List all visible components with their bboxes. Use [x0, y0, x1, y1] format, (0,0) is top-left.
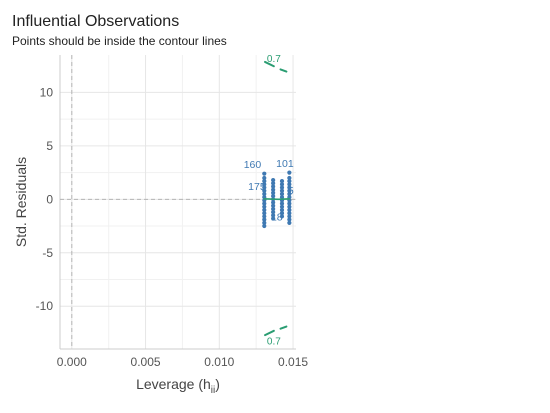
- x-tick-label: 0.010: [204, 355, 234, 369]
- point-label: 101: [276, 158, 294, 170]
- loess-line: [263, 197, 291, 201]
- data-point: [262, 171, 267, 176]
- data-point: [262, 220, 267, 225]
- y-tick-label: -10: [36, 299, 54, 313]
- x-tick-label: 0.000: [57, 355, 87, 369]
- data-point: [279, 204, 285, 209]
- data-point: [279, 214, 285, 219]
- data-point: [262, 207, 267, 213]
- contour-segment: [279, 68, 288, 73]
- data-point: [271, 177, 276, 183]
- x-tick-label: 0.015: [278, 355, 308, 369]
- data-point: [279, 191, 285, 197]
- point-label: 5: [288, 185, 294, 197]
- data-point: [287, 214, 292, 219]
- chart-subtitle: Points should be inside the contour line…: [12, 34, 227, 48]
- tick-labels: 0.000 0.005 0.010 0.015 -10 -5 0 5 10: [36, 85, 309, 369]
- data-point: [271, 210, 276, 215]
- point-label: 160: [244, 159, 262, 171]
- data-points: [262, 170, 292, 229]
- data-point: [287, 179, 292, 184]
- data-point: [271, 206, 276, 212]
- data-point: [287, 170, 292, 175]
- data-point: [262, 182, 267, 187]
- data-point: [287, 204, 292, 209]
- data-point: [287, 182, 292, 187]
- data-point: [287, 217, 292, 222]
- data-point: [271, 187, 276, 192]
- contour-segment: [264, 329, 275, 337]
- data-point: [287, 191, 292, 197]
- contour-segment: [279, 325, 288, 330]
- data-point: [287, 220, 292, 225]
- data-point: [262, 175, 267, 181]
- x-axis-label-subscript: ii: [211, 385, 215, 396]
- data-point: [279, 195, 285, 200]
- data-point: [287, 207, 292, 213]
- chart-title: Influential Observations: [12, 13, 179, 30]
- data-point: [262, 191, 267, 197]
- data-point: [262, 201, 267, 206]
- reference-lines: [60, 55, 296, 349]
- data-point: [279, 188, 285, 193]
- point-label: 18: [271, 211, 283, 223]
- data-point: [271, 216, 276, 221]
- data-point: [279, 185, 285, 190]
- y-tick-label: 5: [46, 139, 53, 153]
- data-point: [271, 200, 276, 205]
- data-point: [271, 194, 276, 199]
- point-label: 175: [248, 181, 266, 193]
- data-point: [262, 188, 267, 193]
- data-point: [279, 207, 285, 213]
- x-tick-label: 0.005: [131, 355, 161, 369]
- data-point: [262, 185, 267, 190]
- y-tick-label: 0: [46, 192, 53, 206]
- data-point: [287, 211, 292, 216]
- contour-label: 0.7: [267, 54, 281, 65]
- data-point: [262, 211, 267, 216]
- data-point: [262, 179, 267, 184]
- data-point: [287, 185, 292, 190]
- data-point: [287, 201, 292, 206]
- data-point: [279, 182, 285, 187]
- data-point: [262, 217, 267, 222]
- data-point: [271, 184, 276, 189]
- x-axis-label: Leverage (hii): [136, 376, 220, 396]
- data-point: [262, 214, 267, 219]
- data-point: [271, 213, 276, 218]
- grid-layer: [59, 55, 296, 350]
- y-axis-label: Std. Residuals: [13, 157, 29, 247]
- x-axis-label-main: Leverage (h: [136, 376, 211, 392]
- y-tick-label: -5: [42, 246, 53, 260]
- data-point: [287, 188, 292, 193]
- data-point: [262, 223, 267, 229]
- data-point: [271, 181, 276, 186]
- loess-curve: [263, 197, 291, 201]
- data-point: [271, 190, 276, 196]
- contour-segment: [264, 60, 275, 68]
- data-point: [287, 175, 292, 181]
- contour-lines: 0.7 0.7: [264, 54, 288, 347]
- data-point: [279, 211, 285, 216]
- data-point: [279, 179, 285, 184]
- point-labels: 160 101 175 5 18: [244, 158, 294, 223]
- y-tick-label: 10: [40, 85, 54, 99]
- contour-label: 0.7: [267, 336, 281, 347]
- data-point: [262, 204, 267, 209]
- data-point: [279, 201, 285, 206]
- data-point: [271, 203, 276, 208]
- x-axis-label-suffix: ): [215, 376, 220, 392]
